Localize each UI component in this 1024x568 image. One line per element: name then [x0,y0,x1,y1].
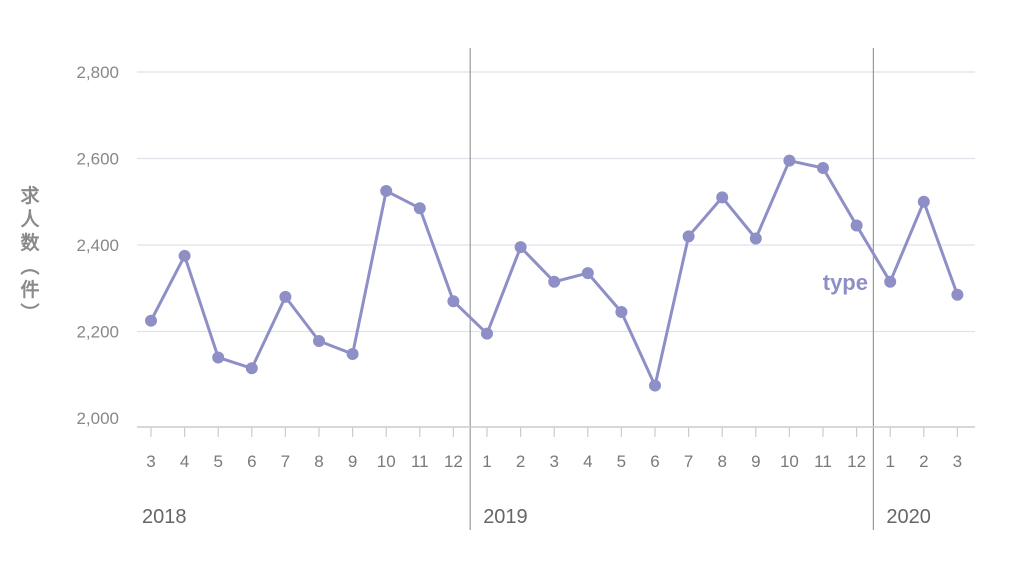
data-point [145,314,157,327]
x-axis-ticks: 3 4 5 6 7 8 9 10 11 12 1 2 3 4 5 6 7 8 9 10 11 12 1 2 3 [146,427,962,471]
y-tick-label: 2,000 [76,409,119,428]
data-point [178,249,191,262]
y-tick-label: 2,600 [76,150,119,169]
x-tick-label: 8 [717,452,726,471]
x-tick-label: 8 [314,452,323,471]
x-tick-label: 11 [814,452,832,471]
data-point [817,162,829,175]
data-point [212,351,225,364]
y-tick-label: 2,200 [76,323,119,342]
x-tick-label: 4 [180,452,189,471]
y-tick-label: 2,800 [76,63,119,82]
year-dividers [469,48,875,530]
x-tick-label: 6 [247,452,256,471]
y-axis-ticks: 2,000 2,200 2,400 2,600 2,800 [76,63,119,428]
data-point [615,306,628,319]
data-point [749,232,762,245]
data-point [279,290,292,303]
data-point [716,191,729,204]
x-tick-label: 1 [482,452,491,471]
x-tick-label: 5 [213,452,222,471]
data-point [548,275,561,288]
data-point [380,184,393,197]
x-tick-label: 2 [516,452,525,471]
x-tick-label: 12 [444,452,463,471]
x-tick-label: 9 [348,452,357,471]
year-labels: 2018 2019 2020 [142,506,931,528]
x-tick-label: 10 [377,452,396,471]
data-point [514,241,527,254]
x-tick-label: 7 [684,452,693,471]
x-tick-label: 9 [751,452,760,471]
y-tick-label: 2,400 [76,236,119,255]
x-tick-label: 6 [650,452,659,471]
data-point [313,335,325,348]
data-point [917,195,930,208]
x-tick-label: 4 [583,452,592,471]
data-point [884,275,897,288]
data-point [413,202,426,215]
x-tick-label: 3 [146,452,155,471]
year-label: 2018 [142,506,187,528]
data-point [581,267,594,280]
series-type [145,154,964,392]
data-point [481,327,493,340]
data-point [850,219,863,232]
x-tick-label: 3 [953,452,962,471]
year-label: 2020 [886,506,931,528]
grid-lines [137,71,975,333]
x-tick-label: 11 [411,452,429,471]
data-point [951,288,964,301]
x-tick-label: 10 [780,452,799,471]
data-point [447,295,460,308]
x-tick-label: 5 [617,452,626,471]
data-point [649,379,661,392]
x-tick-label: 12 [847,452,866,471]
y-axis-label: 求人数︵件︶ [20,184,40,325]
data-point [682,230,695,243]
x-tick-label: 2 [919,452,928,471]
x-tick-label: 3 [549,452,558,471]
x-tick-label: 1 [885,452,894,471]
year-label: 2019 [483,506,528,528]
data-point [783,154,796,167]
data-point [245,362,258,375]
data-point [346,347,359,360]
x-tick-label: 7 [281,452,290,471]
series-label: type [823,270,868,295]
